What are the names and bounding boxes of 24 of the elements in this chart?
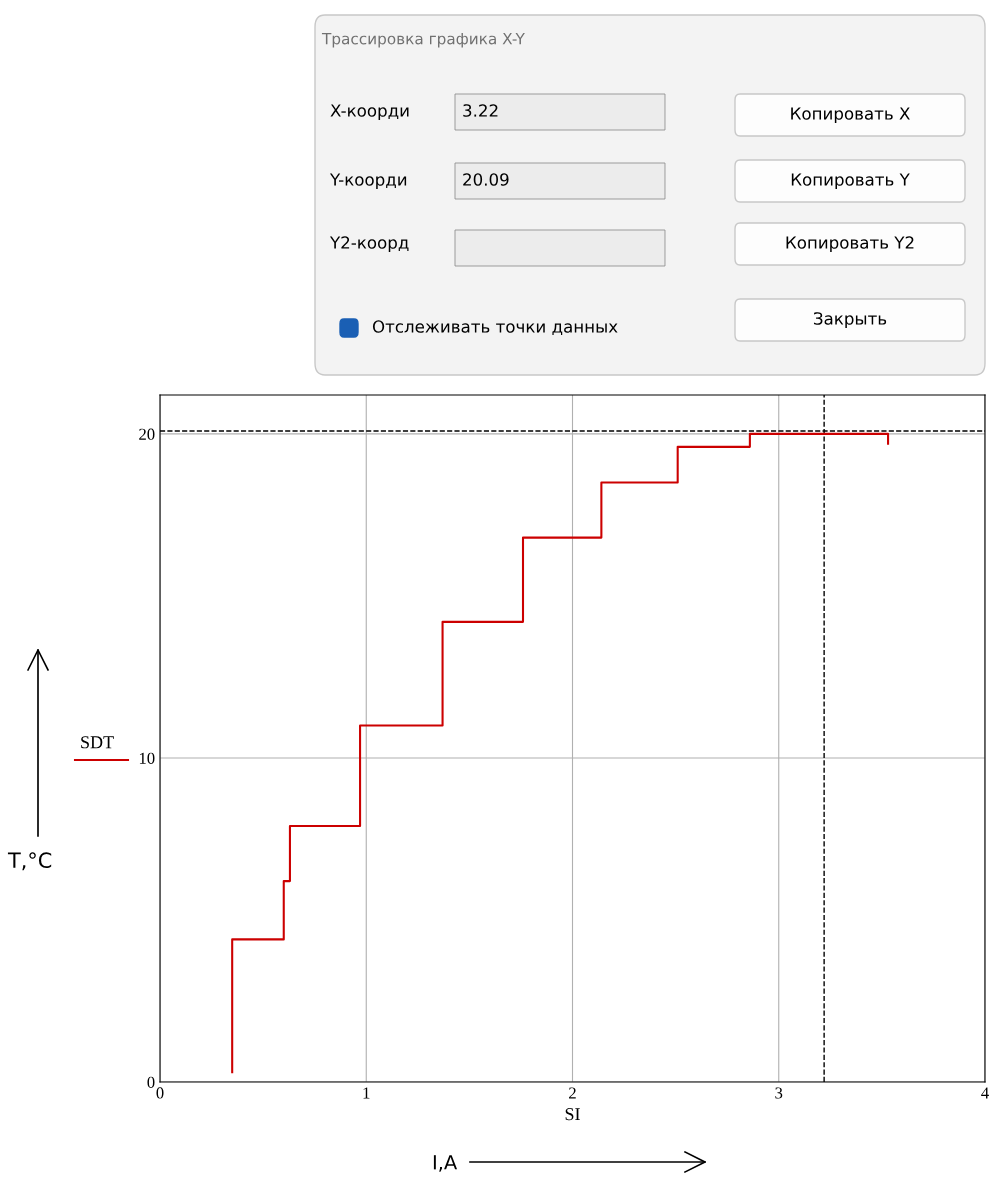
text: X-коорди bbox=[330, 104, 409, 121]
x-tick-label: 0 bbox=[156, 1087, 164, 1099]
y-tick-label: 20 bbox=[139, 428, 155, 440]
text: 20.09 bbox=[463, 173, 509, 186]
y-tick-label: 0 bbox=[147, 1076, 155, 1088]
text: SDT bbox=[81, 736, 114, 749]
x-tick-label: 3 bbox=[775, 1087, 783, 1099]
x-tick-label: 1 bbox=[363, 1087, 370, 1099]
text: Копировать Y2 bbox=[786, 236, 914, 253]
text: I,A bbox=[433, 1155, 458, 1172]
text: T,°C bbox=[7, 852, 52, 871]
text: Копировать Y bbox=[791, 173, 910, 190]
x-tick-label: 4 bbox=[981, 1087, 989, 1099]
text: Отслеживать точки данных bbox=[372, 320, 618, 335]
y-tick-label: 10 bbox=[139, 752, 155, 764]
text: Трассировка графика X-Y bbox=[321, 33, 525, 48]
text: 3.22 bbox=[463, 104, 498, 117]
text: Закрыть bbox=[813, 312, 887, 329]
line-series bbox=[231, 432, 890, 1074]
text: Y2-коорд bbox=[329, 236, 409, 253]
text: Y-коорди bbox=[329, 173, 407, 190]
text: Копировать X bbox=[791, 107, 910, 124]
x-tick-label: 2 bbox=[569, 1087, 576, 1099]
x-axis-title: SI bbox=[565, 1108, 580, 1121]
